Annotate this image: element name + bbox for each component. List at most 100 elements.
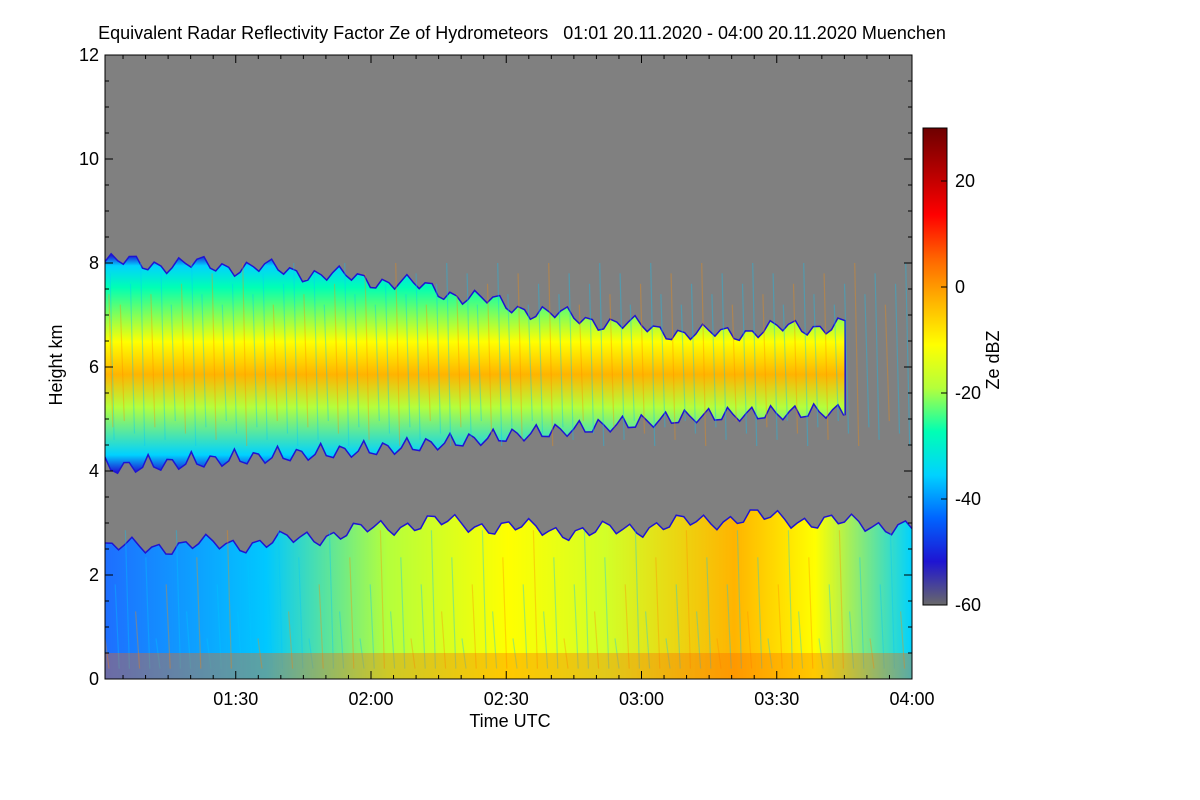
y-tick-label: 4: [89, 461, 99, 481]
colorbar-tick-label: 0: [955, 277, 965, 297]
streak: [731, 304, 737, 422]
streak: [726, 584, 732, 669]
x-tick-label: 02:00: [348, 689, 393, 709]
streak: [604, 557, 610, 669]
streak: [186, 611, 192, 669]
streak: [706, 557, 712, 669]
streak: [624, 584, 630, 669]
y-axis-label: Height km: [46, 324, 66, 405]
streak: [333, 283, 340, 434]
streak: [782, 304, 788, 422]
streak: [675, 584, 681, 669]
streak: [874, 273, 880, 440]
streak: [379, 530, 385, 669]
colorbar-label: Ze dBZ: [983, 330, 1003, 389]
streak: [374, 304, 380, 422]
streak: [894, 283, 901, 434]
streak: [410, 638, 416, 669]
streak: [415, 273, 421, 440]
streak: [818, 638, 824, 669]
streak: [889, 530, 895, 669]
streak: [563, 638, 569, 669]
y-tick-label: 6: [89, 357, 99, 377]
streak: [497, 262, 503, 447]
streak: [685, 530, 691, 669]
streak: [859, 557, 865, 669]
x-axis-label: Time UTC: [469, 711, 550, 731]
lower-precip-layer: [105, 510, 912, 679]
streak: [180, 283, 187, 434]
streak: [108, 294, 114, 428]
streak: [777, 584, 783, 669]
streak: [277, 530, 283, 669]
streak: [543, 611, 549, 669]
streak: [553, 557, 559, 669]
x-tick-label: 01:30: [213, 689, 258, 709]
streak: [767, 638, 773, 669]
streak: [879, 584, 885, 669]
streak: [588, 283, 595, 434]
streak: [583, 530, 589, 669]
streak: [451, 557, 457, 669]
streak: [716, 638, 722, 669]
streak: [645, 611, 651, 669]
streak: [384, 283, 391, 434]
streak: [282, 283, 289, 434]
streak: [150, 294, 156, 428]
streak: [206, 638, 212, 669]
streak: [175, 530, 181, 669]
colorbar: -60 -40 -20 0 20 Ze dBZ: [922, 127, 1003, 615]
streak: [216, 584, 222, 669]
streak: [237, 611, 243, 669]
streak: [507, 294, 513, 428]
streak: [568, 273, 574, 440]
streak: [752, 262, 758, 447]
streak: [165, 584, 171, 669]
streak: [252, 294, 258, 428]
streak: [537, 283, 544, 434]
streak: [201, 294, 207, 428]
streak: [481, 530, 487, 669]
streak: [105, 638, 110, 669]
streak: [267, 584, 273, 669]
streak: [680, 304, 686, 422]
y-tick-label: 8: [89, 253, 99, 273]
streak: [655, 557, 661, 669]
streak: [905, 262, 911, 447]
streak: [119, 304, 125, 422]
streak: [614, 638, 620, 669]
streak: [660, 294, 666, 428]
streak: [456, 294, 462, 428]
streak: [231, 283, 238, 434]
streak: [701, 262, 707, 447]
streak: [323, 304, 329, 422]
streak: [838, 530, 844, 669]
colorbar-tick-label: -20: [955, 383, 981, 403]
streak: [486, 283, 493, 434]
streak: [405, 294, 411, 428]
streak: [364, 273, 370, 440]
streak: [803, 262, 809, 447]
streak: [619, 273, 625, 440]
streak: [129, 283, 136, 434]
y-tick-label: 2: [89, 565, 99, 585]
streak: [854, 262, 860, 447]
y-tick-label: 0: [89, 669, 99, 689]
streak: [170, 304, 176, 422]
streak: [762, 294, 768, 428]
streak: [461, 638, 467, 669]
streak: [298, 557, 304, 669]
streak: [446, 262, 452, 447]
streak: [369, 584, 375, 669]
y-tick-label: 10: [79, 149, 99, 169]
streak: [441, 611, 447, 669]
streak: [548, 262, 554, 447]
streak: [430, 530, 436, 669]
streak: [629, 304, 635, 422]
streak: [339, 611, 345, 669]
streak: [420, 584, 426, 669]
streak: [884, 304, 890, 422]
streak: [690, 283, 697, 434]
streak: [512, 638, 518, 669]
